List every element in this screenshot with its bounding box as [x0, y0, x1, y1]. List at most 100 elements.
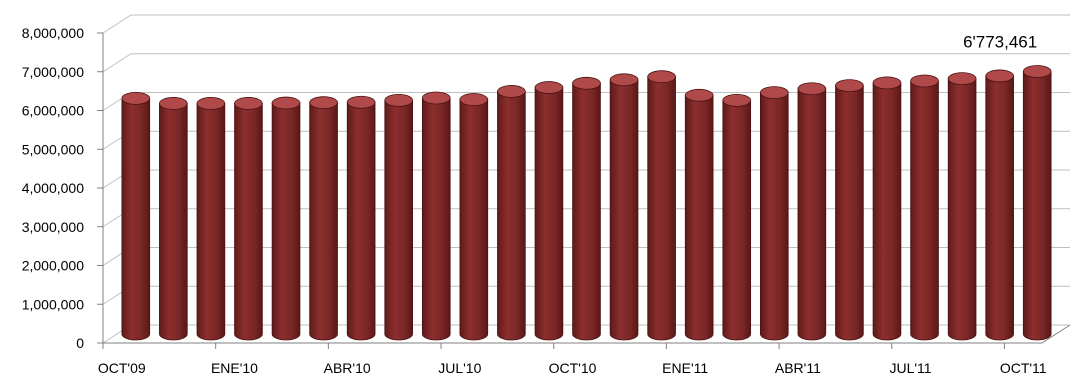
bar-top — [609, 73, 639, 87]
bar — [271, 96, 301, 341]
x-tick-label: ABR'10 — [324, 360, 371, 376]
bar-top — [684, 88, 714, 102]
bar-body — [722, 99, 752, 341]
bar — [159, 97, 188, 341]
bar-body — [947, 78, 977, 341]
bar — [421, 91, 451, 341]
bar-top — [346, 95, 376, 109]
bar-top — [910, 74, 939, 88]
bar — [722, 93, 752, 341]
x-axis-floor — [103, 324, 1071, 344]
x-tick-label: OCT'11 — [1000, 360, 1047, 376]
bar-body — [271, 102, 301, 341]
axes — [97, 32, 1071, 349]
gridline — [102, 14, 1070, 34]
bar-body — [159, 103, 188, 341]
bar-top — [797, 82, 827, 96]
bar-top — [384, 93, 413, 107]
bar — [760, 86, 789, 341]
bar-top — [947, 72, 977, 86]
bar — [497, 85, 526, 341]
bar-top — [872, 76, 902, 90]
bar — [647, 70, 676, 341]
bar-top — [271, 96, 301, 110]
y-tick-label: 8,000,000 — [22, 25, 84, 41]
bar-body — [609, 79, 639, 341]
bar — [835, 79, 864, 341]
bar — [609, 73, 639, 341]
bar-body — [534, 87, 564, 341]
bar-body — [384, 99, 413, 341]
bar-body — [421, 97, 451, 341]
bar — [684, 88, 714, 341]
bar-body — [647, 76, 676, 341]
bar-top — [421, 91, 451, 105]
bar-body — [309, 102, 338, 341]
bar-body — [684, 94, 714, 341]
y-tick-label: 1,000,000 — [22, 296, 84, 312]
bar-top — [722, 93, 752, 107]
bar-body — [196, 103, 226, 341]
bar-body — [572, 82, 601, 341]
bar — [985, 69, 1014, 341]
bar-body — [234, 103, 263, 341]
bar-top — [196, 97, 226, 110]
bar-top — [459, 93, 489, 106]
bar-top — [647, 70, 676, 84]
x-tick-label: ENE'11 — [662, 360, 708, 376]
bar — [346, 95, 376, 341]
bar — [234, 97, 263, 341]
x-axis-tick-labels: OCT'09 ENE'10 ABR'10 JUL'10 OCT'10 ENE'11 ABR'… — [98, 360, 1047, 376]
bar-body — [797, 88, 827, 341]
bar — [947, 72, 977, 341]
data-label: 6'773,461 — [963, 33, 1037, 52]
bar — [196, 97, 226, 341]
bar-top — [309, 96, 338, 110]
x-tick-label: ABR'11 — [775, 360, 821, 376]
bars — [121, 65, 1052, 341]
x-tick-label: OCT'10 — [549, 360, 597, 376]
bar-body — [346, 101, 376, 341]
bar-top — [497, 85, 526, 98]
x-tick-label: OCT'09 — [98, 360, 146, 376]
bar-body — [872, 82, 902, 341]
y-tick-label: 0 — [76, 335, 84, 351]
bar — [534, 81, 564, 341]
bar-body — [985, 75, 1014, 341]
bar-top — [835, 79, 864, 93]
y-tick-label: 3,000,000 — [22, 219, 84, 235]
bar-top — [159, 97, 188, 110]
y-tick-label: 5,000,000 — [22, 141, 84, 157]
bar — [459, 93, 489, 341]
bar — [910, 74, 939, 341]
bar-body — [121, 98, 151, 341]
bar-top — [1022, 65, 1052, 78]
data-labels: 6'773,461 — [963, 33, 1037, 52]
bar-body — [835, 85, 864, 341]
bar-body — [459, 99, 489, 341]
y-axis-tick-labels: 0 1,000,000 2,000,000 3,000,000 4,000,000 5,0… — [22, 25, 85, 351]
x-tick-label: ENE'10 — [211, 360, 258, 376]
bar-top — [534, 81, 564, 94]
bar — [309, 96, 338, 341]
bar — [572, 76, 601, 341]
y-tick-label: 2,000,000 — [22, 258, 84, 274]
bar — [797, 82, 827, 341]
y-tick-label: 4,000,000 — [22, 180, 84, 196]
bar-top — [234, 97, 263, 110]
bar — [121, 92, 151, 341]
bar-body — [497, 91, 526, 341]
x-tick-label: JUL'11 — [889, 360, 931, 376]
bar-body — [910, 80, 939, 341]
bar-top — [572, 76, 601, 90]
x-tick-label: JUL'10 — [438, 360, 481, 376]
bar-top — [760, 86, 789, 99]
bar-body — [1022, 71, 1052, 341]
bar — [872, 76, 902, 341]
bar — [1022, 65, 1052, 341]
bar-top — [121, 92, 151, 105]
bar — [384, 93, 413, 341]
y-tick-label: 7,000,000 — [22, 64, 84, 80]
bar-body — [760, 92, 789, 341]
